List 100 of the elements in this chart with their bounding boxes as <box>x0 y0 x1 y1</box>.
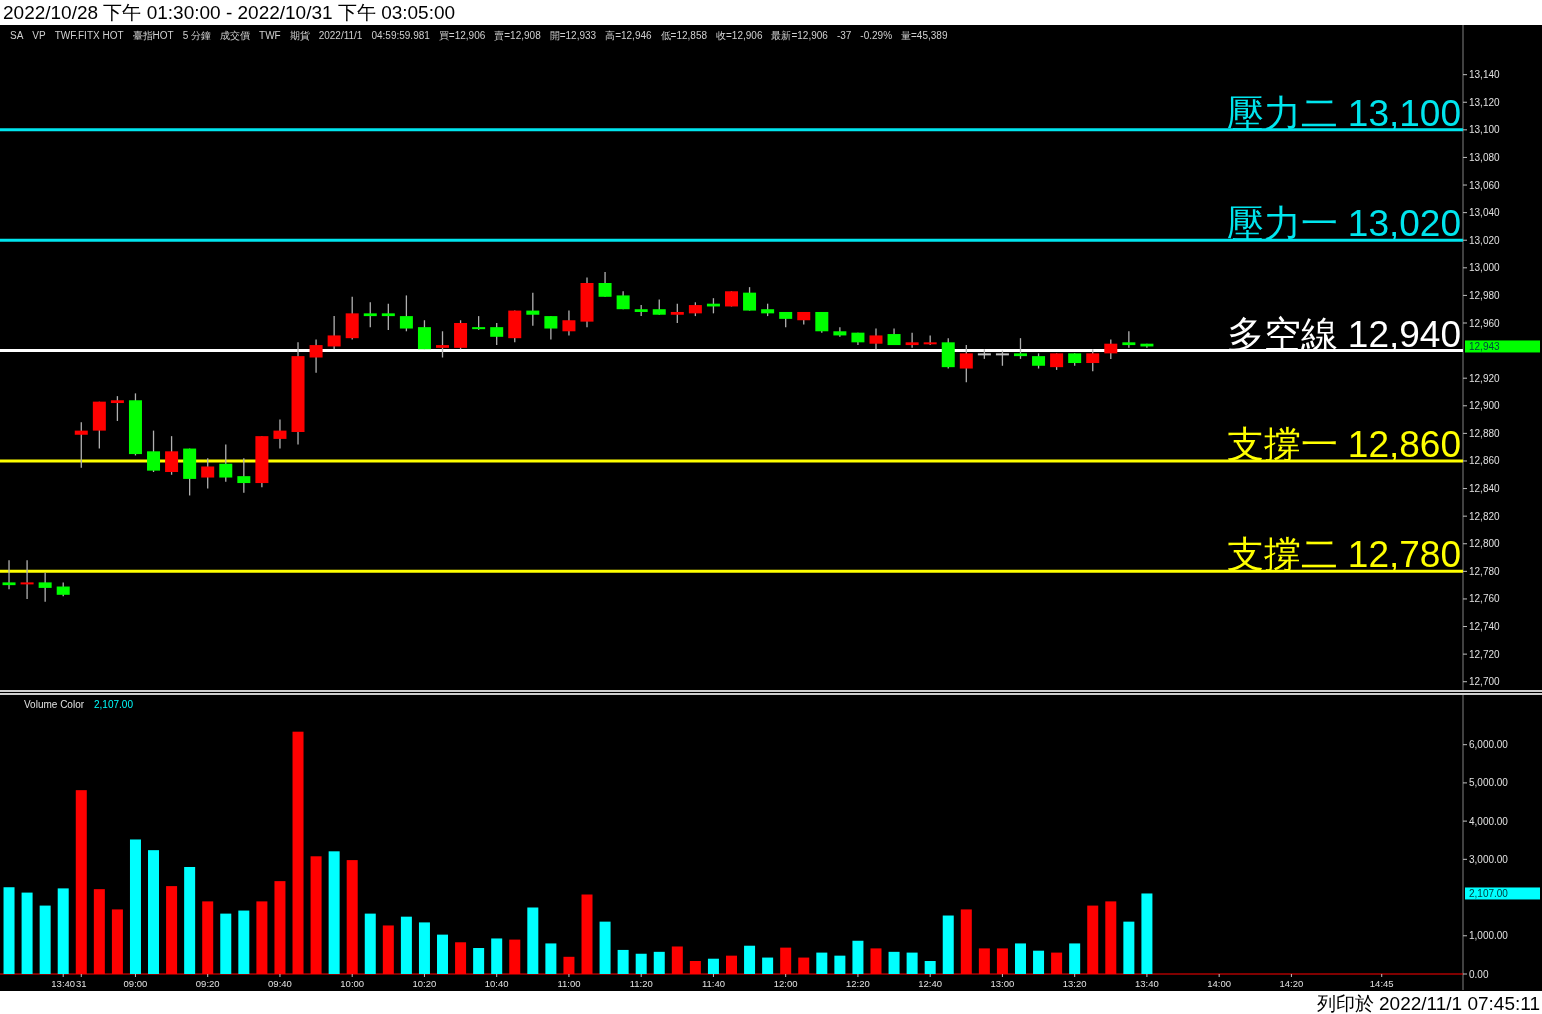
annotation: TWF <box>259 30 281 41</box>
candlestick <box>165 435 179 476</box>
x-tick-label: 12:20 <box>846 978 870 989</box>
bar <box>834 955 846 974</box>
y-tick-label: 12,740 <box>1469 621 1501 633</box>
x-tick-label: 31 <box>75 978 87 989</box>
candlestick <box>20 559 34 600</box>
y-tick-label: 12,960 <box>1469 317 1501 329</box>
bar <box>762 957 774 974</box>
annotation: -0.29% <box>860 30 893 41</box>
candlestick <box>1104 338 1118 360</box>
x-tick-label: 14:00 <box>1207 978 1232 989</box>
bar <box>491 938 503 974</box>
bar <box>744 945 756 974</box>
annotation: 04:59:59.981 <box>371 30 431 41</box>
candlestick <box>110 395 124 422</box>
bar <box>617 949 629 974</box>
annotation: 買=12,906 <box>438 30 486 41</box>
annotation: 臺指HOT <box>132 30 174 41</box>
annotation: -37 <box>836 30 852 41</box>
candlestick <box>327 315 341 350</box>
chart-title: Volume Color <box>24 699 85 710</box>
y-tick-label: 13,080 <box>1469 151 1501 163</box>
bar <box>1033 950 1045 974</box>
candlestick <box>869 327 883 350</box>
x-tick-label: 13:00 <box>990 978 1015 989</box>
bar <box>888 951 900 974</box>
y-tick-label: 13,140 <box>1469 69 1501 81</box>
bar <box>545 943 557 974</box>
bar <box>924 961 936 974</box>
x-tick-label: 14:45 <box>1369 978 1394 989</box>
y-tick-label: 13,040 <box>1469 207 1501 219</box>
bar <box>942 915 954 974</box>
bar <box>437 934 449 974</box>
candlestick <box>309 338 323 374</box>
x-tick-label: 09:00 <box>123 978 148 989</box>
bar <box>148 850 160 974</box>
y-tick-label: 13,060 <box>1469 179 1501 191</box>
bar <box>816 952 828 974</box>
annotation: 低=12,858 <box>660 30 708 41</box>
y-tick-label: 12,780 <box>1469 565 1501 577</box>
candlestick <box>201 457 215 490</box>
y-tick-label: 5,000.00 <box>1469 777 1509 789</box>
x-tick-label: 09:20 <box>195 978 220 989</box>
bar <box>220 913 232 974</box>
y-tick-label: 4,000.00 <box>1469 815 1509 827</box>
bar <box>129 839 141 974</box>
candlestick <box>959 344 973 383</box>
candlestick <box>1013 337 1027 360</box>
candlestick <box>544 315 558 341</box>
bar <box>39 905 51 974</box>
y-tick-label: 12,880 <box>1469 427 1501 439</box>
candlestick <box>436 330 450 359</box>
bar <box>527 907 539 974</box>
x-tick-label: 13:40 <box>1135 978 1159 989</box>
annotation: 成交價 <box>220 30 251 41</box>
y-tick-label: 12,860 <box>1469 455 1501 467</box>
text: 2,107.00 <box>1469 888 1509 900</box>
bar <box>653 951 665 974</box>
x-tick-label: 13:20 <box>1062 978 1087 989</box>
candlestick <box>1086 348 1100 372</box>
y-tick-label: 0.00 <box>1469 968 1489 980</box>
y-tick-label: 13,120 <box>1469 96 1501 108</box>
annotation: 開=12,933 <box>549 30 597 41</box>
y-tick-label: 12,840 <box>1469 483 1501 495</box>
candlestick <box>2 559 16 590</box>
y-tick-label: 6,000.00 <box>1469 739 1509 751</box>
x-tick-label: 14:20 <box>1279 978 1304 989</box>
x-tick-label: 11:00 <box>557 978 581 989</box>
x-tick-label: 09:40 <box>268 978 292 989</box>
x-tick-label: 13:40 <box>51 978 76 989</box>
candlestick <box>363 301 377 328</box>
bar <box>418 922 430 974</box>
y-tick-label: 12,720 <box>1469 648 1501 660</box>
candlestick <box>399 294 413 332</box>
y-tick-label: 13,000 <box>1469 262 1501 274</box>
annotation: 賣=12,908 <box>494 30 542 41</box>
candlestick <box>743 286 757 312</box>
ref-line-label: 支撐一 12,860 <box>1226 423 1461 465</box>
annotation: 2,107.00 <box>94 699 134 710</box>
x-tick-label: 11:20 <box>629 978 653 989</box>
bar <box>1123 921 1135 974</box>
y-tick-label: 12,920 <box>1469 372 1501 384</box>
bar <box>852 940 864 974</box>
y-tick-label: 12,800 <box>1469 538 1501 550</box>
annotation: 2022/11/1 <box>318 30 363 41</box>
candlestick <box>905 332 919 349</box>
y-tick-label: 12,760 <box>1469 593 1501 605</box>
candlestick <box>1122 330 1136 349</box>
candlestick <box>598 271 612 298</box>
bar <box>906 952 918 974</box>
ref-line-label: 壓力一 13,020 <box>1226 203 1461 245</box>
annotation: 高=12,946 <box>605 30 652 41</box>
annotation: 期貨 <box>289 30 310 41</box>
candlestick <box>74 421 88 469</box>
y-tick-label: 12,980 <box>1469 289 1501 301</box>
x-tick-label: 10:20 <box>412 978 437 989</box>
text: 12,943 <box>1469 341 1501 353</box>
bar <box>707 958 719 974</box>
bar <box>473 948 485 974</box>
